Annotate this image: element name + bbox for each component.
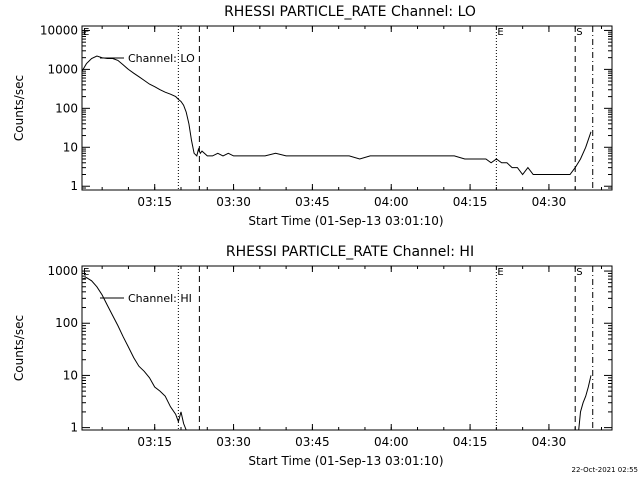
y-tick-label: 1000 [47,62,78,76]
plot-frame-lo [81,25,613,191]
event-marker-label: E [83,27,89,38]
y-tick-label: 10000 [40,23,78,37]
event-marker-label: E [497,27,503,38]
chart-title-hi: RHESSI PARTICLE_RATE Channel: HI [226,244,474,260]
event-marker-label: E [83,267,89,278]
y-tick-label: 1000 [47,264,78,278]
legend-label: Channel: LO [128,52,195,65]
chart-title-lo: RHESSI PARTICLE_RATE Channel: LO [224,4,476,20]
x-tick-label: 04:15 [453,195,488,209]
plot-frame-hi [81,265,613,431]
timestamp: 22-Oct-2021 02:55 [571,466,638,474]
x-tick-label: 04:00 [374,195,409,209]
plot-content-lo: 03:15 03:30 03:45 04:00 04:15 04:30 1 10 100 1000… [40,23,612,209]
x-tick-label: 04:30 [532,195,567,209]
event-marker-label: S [576,267,582,278]
x-tick-label: 03:30 [216,435,251,449]
x-tick-label: 04:15 [453,435,488,449]
x-axis-label-hi: Start Time (01-Sep-13 03:01:10) [248,454,443,468]
x-tick-label: 03:45 [295,435,330,449]
y-tick-label: 10 [63,140,78,154]
y-tick-label: 1 [70,179,78,193]
x-tick-label: 03:45 [295,195,330,209]
x-axis-label-lo: Start Time (01-Sep-13 03:01:10) [248,214,443,228]
x-tick-label: 03:15 [137,435,172,449]
y-axis-label-lo: Counts/sec [12,75,26,141]
y-tick-label: 100 [55,101,78,115]
y-tick-label: 100 [55,316,78,330]
series-line [82,55,592,176]
series-line [82,277,592,430]
event-marker-label: S [576,27,582,38]
legend-label: Channel: HI [128,292,192,305]
x-tick-label: 03:15 [137,195,172,209]
plot-panel-hi: RHESSI PARTICLE_RATE Channel: HI 03:15 03… [12,244,613,468]
plot-panel-lo: RHESSI PARTICLE_RATE Channel: LO 03:15 03… [12,4,613,228]
y-axis-label-hi: Counts/sec [12,315,26,381]
x-tick-label: 04:30 [532,435,567,449]
x-tick-label: 04:00 [374,435,409,449]
plot-content-hi: 03:15 03:30 03:45 04:00 04:15 04:30 1 10 100 1000… [47,264,612,449]
y-tick-label: 1 [70,421,78,435]
x-tick-label: 03:30 [216,195,251,209]
event-marker-label: E [497,267,503,278]
y-tick-label: 10 [63,368,78,382]
